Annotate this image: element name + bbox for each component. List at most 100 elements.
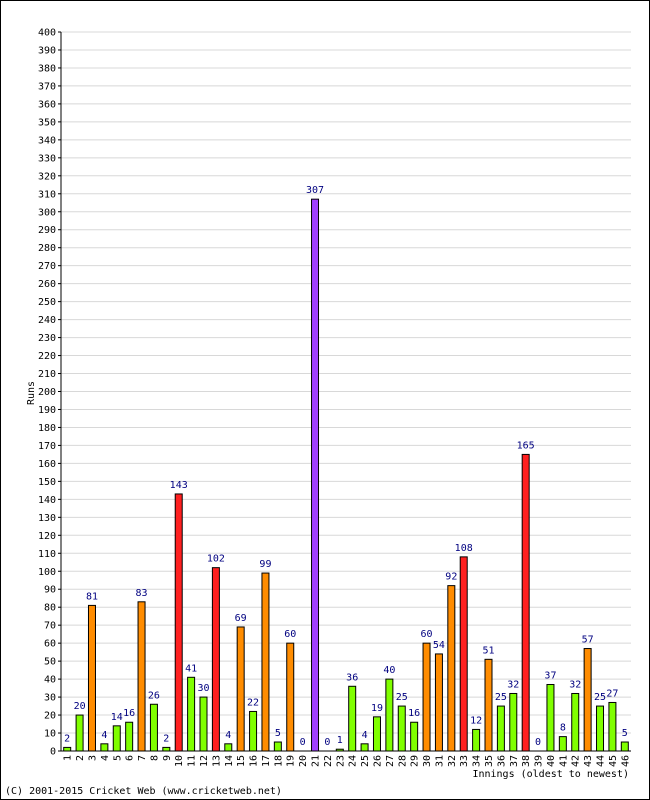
y-tick-label: 330 [38,153,56,164]
value-label: 32 [569,679,581,690]
y-tick-label: 380 [38,63,56,74]
bar [149,703,158,752]
value-label: 27 [606,688,618,699]
x-tick-label: 2 [75,755,86,761]
bar [87,604,96,752]
value-label: 102 [207,554,225,565]
bar [385,678,394,752]
x-tick-label: 46 [620,755,631,767]
value-label: 92 [445,572,457,583]
bar [410,721,419,752]
x-tick-label: 11 [187,755,198,767]
x-tick-label: 30 [422,755,433,767]
x-tick-label: 36 [496,755,507,767]
value-label: 51 [482,645,494,656]
y-tick-label: 20 [44,711,56,722]
x-tick-label: 19 [286,755,297,767]
y-tick-label: 60 [44,639,56,650]
x-tick-label: 34 [472,755,483,767]
bar [496,705,505,752]
y-tick-label: 250 [38,297,56,308]
x-tick-label: 9 [162,755,173,761]
y-tick-label: 50 [44,657,56,668]
bars [63,198,629,752]
bar [397,705,406,752]
y-tick-label: 390 [38,45,56,56]
x-tick-label: 3 [87,755,98,761]
value-label: 165 [517,440,535,451]
bar [372,716,381,752]
value-label: 37 [544,670,556,681]
x-tick-label: 35 [484,755,495,767]
x-tick-label: 7 [137,755,148,761]
y-tick-label: 350 [38,117,56,128]
x-tick-label: 24 [348,755,359,767]
value-label: 69 [235,613,247,624]
x-tick-label: 40 [546,755,557,767]
value-label: 0 [300,737,306,748]
value-label: 2 [64,733,70,744]
x-tick-label: 25 [360,755,371,767]
value-label: 99 [259,559,271,570]
value-label: 5 [622,728,628,739]
y-tick-label: 90 [44,585,56,596]
x-tick-label: 41 [558,755,569,767]
value-label: 0 [535,737,541,748]
y-tick-label: 110 [38,549,56,560]
value-label: 26 [148,690,160,701]
x-tick-label: 23 [335,755,346,767]
y-tick-label: 300 [38,207,56,218]
value-label: 30 [197,683,209,694]
y-tick-label: 0 [50,747,56,758]
y-tick-label: 270 [38,261,56,272]
value-label: 41 [185,663,197,674]
y-tick-label: 220 [38,351,56,362]
y-tick-label: 240 [38,315,56,326]
value-label: 25 [396,692,408,703]
bar [596,705,605,752]
y-tick-label: 290 [38,225,56,236]
bar [620,741,629,752]
y-tick-label: 320 [38,171,56,182]
y-tick-label: 80 [44,603,56,614]
value-label: 20 [74,701,86,712]
y-tick-label: 140 [38,495,56,506]
bar [521,453,530,752]
x-tick-label: 18 [273,755,284,767]
x-tick-label: 20 [298,755,309,767]
x-tick-label: 28 [397,755,408,767]
bar [422,642,431,752]
x-tick-label: 21 [311,755,322,767]
x-tick-label: 4 [100,755,111,761]
value-label: 60 [284,629,296,640]
bar [459,556,468,752]
value-label: 36 [346,672,358,683]
bar [137,601,146,752]
x-tick-label: 44 [596,755,607,767]
value-label: 81 [86,591,98,602]
y-axis-title: Runs [26,381,37,405]
bar [112,725,121,752]
x-tick-label: 10 [174,755,185,767]
value-label: 307 [306,185,324,196]
bar [608,701,617,752]
value-label: 25 [495,692,507,703]
x-tick-label: 12 [199,755,210,767]
value-label: 14 [111,712,123,723]
y-tick-label: 10 [44,729,56,740]
x-tick-label: 38 [521,755,532,767]
x-axis-ticks: 1 2 3 4 5 6 7 8 9 10 11 12 13 14 15 16 17 18 19 20 21 22 23 24 2… [63,755,632,767]
value-label: 57 [582,635,594,646]
bar [273,741,282,752]
x-tick-label: 1 [63,755,74,761]
x-tick-label: 42 [571,755,582,767]
y-tick-label: 120 [38,531,56,542]
bar [63,746,72,752]
x-tick-label: 5 [112,755,123,761]
x-tick-label: 17 [261,755,272,767]
bar-chart: 0102030405060708090100110120130140150160… [26,28,632,781]
x-tick-label: 33 [459,755,470,767]
x-tick-label: 43 [583,755,594,767]
y-axis-ticks: 0 10 20 30 40 50 60 70 80 90 100 110 120 130 140 150 160… [38,28,61,758]
